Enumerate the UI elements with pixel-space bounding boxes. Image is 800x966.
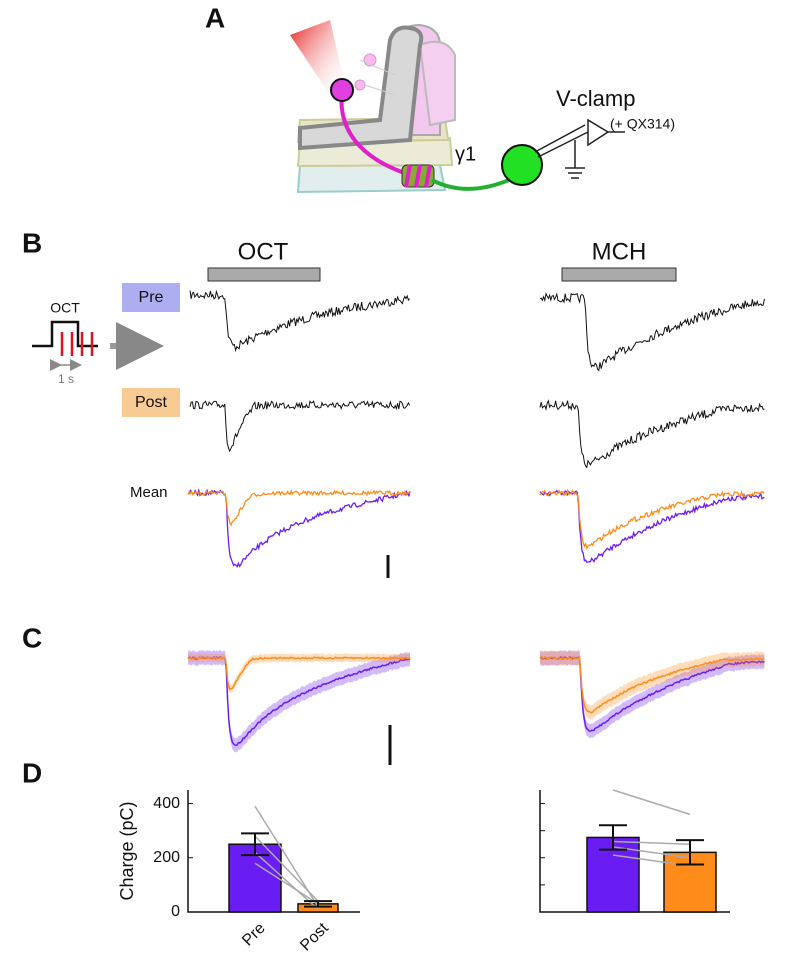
error-bar	[676, 839, 704, 866]
trace	[539, 489, 765, 563]
trace	[539, 655, 765, 714]
stimulus-duration: 1 s	[58, 372, 74, 386]
y-tick-label: 200	[153, 849, 180, 866]
row-tag	[122, 283, 180, 312]
trace	[539, 488, 765, 551]
traces	[187, 289, 765, 753]
trace	[189, 400, 411, 453]
paired-line	[254, 835, 319, 902]
error-bar	[241, 832, 269, 857]
x-tick-label: Pre	[239, 920, 269, 950]
trace	[187, 488, 411, 568]
row-label: Pre	[139, 289, 164, 306]
stimulus-icon	[32, 320, 164, 371]
trace	[187, 656, 411, 691]
y-tick-label: 400	[153, 795, 180, 812]
trace	[539, 399, 765, 469]
column-label: OCT	[238, 238, 289, 265]
error-bar	[599, 824, 627, 851]
stimulus-label: OCT	[50, 300, 80, 316]
x-tick-label: Post	[297, 919, 332, 954]
trace	[539, 292, 765, 372]
y-tick-label: 0	[171, 903, 180, 920]
paired-line	[254, 851, 319, 910]
row-label: Post	[135, 394, 168, 411]
diagram	[290, 20, 625, 194]
paired-line	[612, 789, 691, 816]
panel-label: B	[22, 227, 42, 258]
panel-label: A	[205, 2, 225, 33]
panel-label: C	[22, 622, 42, 653]
paired-line	[612, 840, 691, 845]
row-label: Mean	[130, 484, 168, 501]
trace-band	[188, 650, 410, 753]
recording-label: V-clamp	[556, 86, 635, 111]
trace	[187, 489, 411, 527]
y-axis-label: Charge (pC)	[117, 801, 137, 900]
panel-label: D	[22, 757, 42, 788]
drug-label: (+ QX314)	[610, 116, 675, 132]
odor-bar	[561, 267, 677, 282]
row-tag	[122, 388, 180, 417]
compartment-label: γ1	[455, 143, 476, 165]
column-label: MCH	[592, 238, 647, 265]
trace-band	[540, 650, 765, 720]
paired-line	[254, 862, 319, 905]
trace	[189, 289, 410, 353]
odor-bar	[207, 267, 321, 282]
error-bar	[304, 900, 332, 908]
